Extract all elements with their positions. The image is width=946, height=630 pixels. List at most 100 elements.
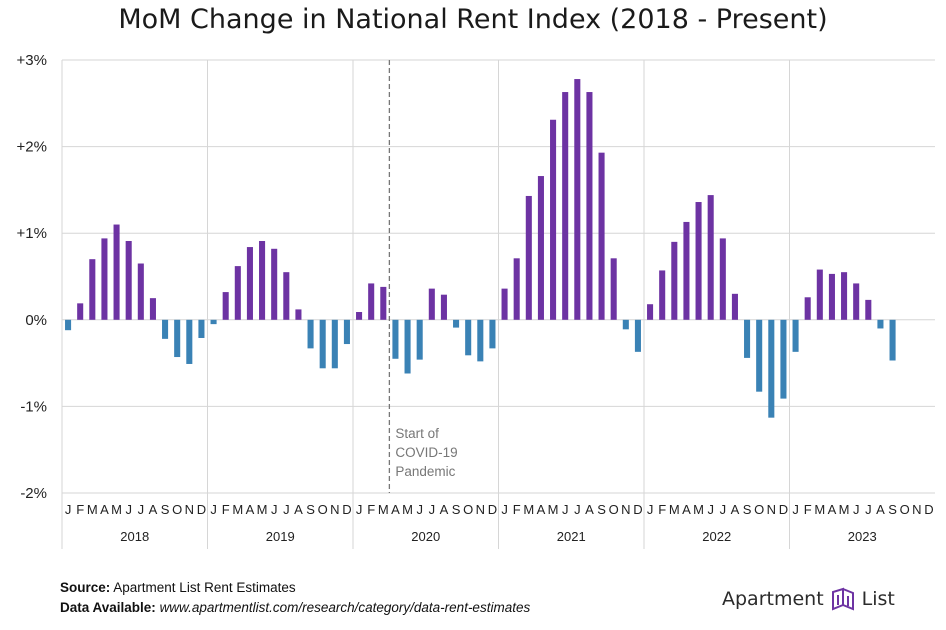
month-label: J — [562, 502, 569, 517]
bar-2021-3 — [525, 195, 532, 320]
bar-2020-10 — [465, 319, 472, 356]
month-label: O — [463, 502, 473, 517]
bar-2018-5 — [113, 224, 120, 320]
month-label: N — [767, 502, 776, 517]
bar-2023-9 — [889, 319, 896, 361]
y-axis-labels: +3% +2% +1% 0% -1% -2% — [17, 52, 47, 502]
bar-2021-6 — [562, 92, 569, 320]
month-label: J — [416, 502, 423, 517]
month-label: M — [87, 502, 98, 517]
covid-annotation: Start of COVID-19 Pandemic — [388, 60, 458, 493]
bar-2023-6 — [853, 283, 860, 320]
month-label: J — [720, 502, 727, 517]
annotation-line: COVID-19 — [395, 445, 457, 460]
month-label: M — [548, 502, 559, 517]
month-label: A — [828, 502, 837, 517]
bar-2020-3 — [380, 286, 387, 320]
month-label: S — [888, 502, 897, 517]
data-available-label: Data Available: — [60, 600, 156, 615]
bar-2022-11 — [768, 319, 775, 418]
month-label: J — [65, 502, 72, 517]
month-label: J — [707, 502, 714, 517]
bar-2023-2 — [804, 297, 811, 320]
month-label: J — [283, 502, 290, 517]
month-label: M — [814, 502, 825, 517]
month-label: M — [232, 502, 243, 517]
bar-2019-5 — [259, 240, 266, 320]
bar-2022-12 — [780, 319, 787, 399]
bar-2020-9 — [453, 319, 460, 328]
month-label: M — [378, 502, 389, 517]
bar-2023-4 — [828, 273, 835, 320]
bar-2018-3 — [89, 259, 96, 320]
bar-2022-3 — [671, 241, 678, 320]
source-text: Apartment List Rent Estimates — [113, 580, 296, 595]
month-label: A — [100, 502, 109, 517]
bar-2020-2 — [368, 283, 375, 320]
bar-2022-2 — [659, 270, 666, 320]
bar-2023-5 — [841, 272, 848, 320]
month-label: J — [501, 502, 508, 517]
bar-2019-12 — [343, 319, 350, 345]
month-label: A — [149, 502, 158, 517]
month-label: O — [172, 502, 182, 517]
bar-2018-10 — [174, 319, 181, 358]
bar-2019-7 — [283, 272, 290, 320]
month-label: M — [402, 502, 413, 517]
month-label: S — [161, 502, 170, 517]
month-label: D — [488, 502, 497, 517]
bar-2020-5 — [404, 319, 411, 374]
month-label: A — [876, 502, 885, 517]
bar-2022-7 — [719, 238, 726, 320]
month-label: M — [111, 502, 122, 517]
month-label: M — [839, 502, 850, 517]
bar-2021-11 — [622, 319, 629, 330]
month-label: M — [523, 502, 534, 517]
bar-2020-12 — [489, 319, 496, 349]
month-label: S — [597, 502, 606, 517]
month-label: D — [342, 502, 351, 517]
y-tick-label: 0% — [25, 312, 47, 329]
bar-2020-4 — [392, 319, 399, 359]
bar-2018-7 — [137, 263, 144, 320]
logo-word-apartment: Apartment — [722, 588, 824, 610]
month-label: F — [222, 502, 230, 517]
month-label: J — [792, 502, 799, 517]
bar-2021-7 — [574, 79, 581, 320]
month-label: F — [367, 502, 375, 517]
month-label: A — [731, 502, 740, 517]
bar-2018-6 — [125, 240, 132, 320]
month-label: A — [537, 502, 546, 517]
apartment-list-logo: Apartment List — [722, 584, 895, 614]
apartment-list-logo-icon — [831, 587, 854, 611]
bar-2021-2 — [513, 258, 520, 320]
bar-2022-6 — [707, 195, 714, 320]
bar-2018-4 — [101, 238, 108, 320]
month-label: J — [356, 502, 363, 517]
bar-2019-8 — [295, 309, 302, 320]
month-label: F — [513, 502, 521, 517]
bar-2021-4 — [537, 176, 544, 320]
bar-2023-1 — [792, 319, 799, 352]
year-label: 2023 — [848, 529, 877, 544]
month-label: J — [574, 502, 581, 517]
month-label: O — [900, 502, 910, 517]
month-label: J — [271, 502, 278, 517]
bar-2020-11 — [477, 319, 484, 362]
month-label: S — [743, 502, 752, 517]
month-label: N — [185, 502, 194, 517]
month-label: J — [138, 502, 145, 517]
bar-2021-10 — [610, 258, 617, 320]
month-label: D — [197, 502, 206, 517]
month-label: A — [682, 502, 691, 517]
month-label: M — [669, 502, 680, 517]
month-label: M — [693, 502, 704, 517]
month-label: O — [609, 502, 619, 517]
year-label: 2021 — [557, 529, 586, 544]
month-label: O — [318, 502, 328, 517]
month-label: M — [257, 502, 268, 517]
bar-2019-4 — [246, 247, 253, 320]
bar-2022-9 — [744, 319, 751, 358]
bar-2018-11 — [186, 319, 193, 364]
